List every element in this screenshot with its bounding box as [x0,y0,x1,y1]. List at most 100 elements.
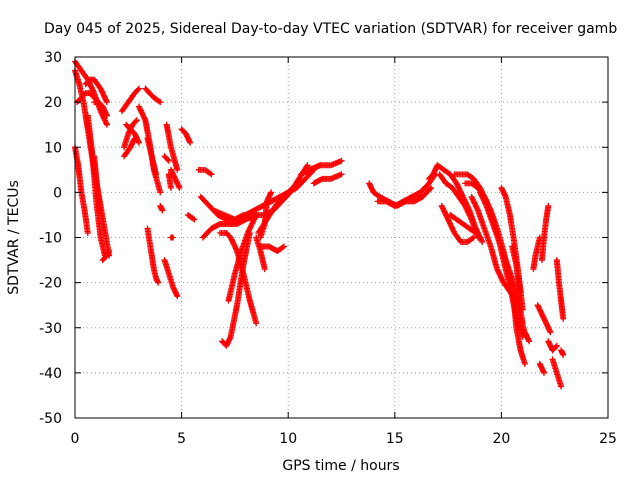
chart-title: Day 045 of 2025, Sidereal Day-to-day VTE… [44,21,617,37]
x-tick-label: 20 [492,431,510,447]
x-tick-label: 25 [599,431,617,447]
x-tick-label: 10 [279,431,297,447]
data-point-marker [547,329,554,336]
data-point-marker [536,234,543,241]
data-point-marker [289,184,296,191]
data-point-marker [317,162,324,169]
data-point-marker [541,369,548,376]
y-tick-label: -50 [39,411,62,427]
data-point-marker [560,351,567,358]
data-point-marker [190,215,197,222]
y-tick-label: -10 [39,231,62,247]
data-point-marker [174,293,181,300]
data-point-marker [159,207,166,214]
data-point-marker [131,135,138,142]
data-point-marker [479,239,486,246]
data-point-marker [470,234,477,241]
data-series-arc-04 [82,76,110,106]
data-point-marker [469,235,476,242]
grid-layer [75,57,608,418]
y-tick-label: -30 [39,321,62,337]
data-point-marker [153,171,160,178]
data-series-arc-42 [297,162,324,178]
data-point-marker [155,279,162,286]
data-series-arc-25 [161,257,181,300]
data-series-arc-20 [167,166,183,191]
data-series-arc-26 [157,202,166,214]
x-tick-label: 15 [386,431,404,447]
data-point-marker [279,244,286,251]
tick-layer: 0 5 10 15 20 25 30 20 10 0 -10 -20 -30 -40 -50 [39,50,617,447]
data-point-marker [106,248,113,255]
data-point-marker [170,234,177,241]
data-point-marker [517,288,524,295]
data-series-arc-38 [257,243,287,255]
y-axis-label: SDTVAR / TECUs [6,180,22,295]
data-series-arc-57 [517,315,533,345]
data-point-marker [176,184,183,191]
data-point-marker [428,184,435,191]
data-series-arc-59 [536,360,548,376]
data-series-arc-58 [534,302,554,336]
data-point-marker [135,139,142,146]
y-tick-label: 20 [44,95,62,111]
data-point-marker [135,85,142,92]
data-point-marker [174,166,181,173]
data-point-marker [134,86,141,93]
data-point-marker [552,343,559,350]
x-tick-label: 0 [71,431,80,447]
data-series-arc-09 [99,248,113,264]
data-series-arc-49 [447,211,479,236]
data-point-marker [545,202,552,209]
data-series-arc-16 [144,135,160,178]
y-tick-label: 0 [53,185,62,201]
data-point-marker [553,342,560,349]
x-axis-label: GPS time / hours [282,458,399,474]
data-point-marker [472,229,479,236]
data-series-arc-05 [91,99,110,119]
y-tick-label: -20 [39,276,62,292]
data-point-marker [261,266,268,273]
y-tick-label: -40 [39,366,62,382]
data-series-arc-30 [199,216,249,241]
data-point-marker [471,229,478,236]
data-series-arc-33 [225,216,258,304]
data-series-arc-62 [538,202,552,264]
data-point-marker [208,171,215,178]
data-layer [72,58,567,390]
y-tick-label: 30 [44,50,62,66]
data-point-marker [253,320,260,327]
data-series-arc-21 [165,171,174,191]
data-series-arc-61 [549,356,565,390]
data-point-marker [288,185,295,192]
data-series-arc-55 [511,302,528,367]
data-series-arc-08 [91,153,104,214]
data-point-marker [157,189,164,196]
data-series-arc-32 [219,229,253,349]
data-series-arc-64 [553,257,567,322]
data-point-marker [165,157,172,164]
data-series-arc-48 [438,202,477,246]
data-series-arc-14 [142,85,164,106]
data-point-marker [167,184,174,191]
plot-frame [74,56,609,419]
data-point-marker [526,338,533,345]
data-point-marker [187,139,194,146]
data-series-arc-27 [184,211,198,223]
data-point-marker [521,360,528,367]
data-point-marker [84,229,91,236]
data-series-arc-18 [178,126,194,146]
data-point-marker [519,306,526,313]
data-series-arc-24 [144,225,162,286]
data-point-marker [97,207,104,214]
data-series-arc-65 [558,347,567,358]
data-point-marker [191,216,198,223]
data-point-marker [132,118,139,125]
data-series-arc-34 [253,234,268,273]
data-point-marker [157,99,164,106]
y-tick-label: 10 [44,140,62,156]
data-point-marker [103,99,110,106]
data-series-arc-23 [167,234,177,241]
